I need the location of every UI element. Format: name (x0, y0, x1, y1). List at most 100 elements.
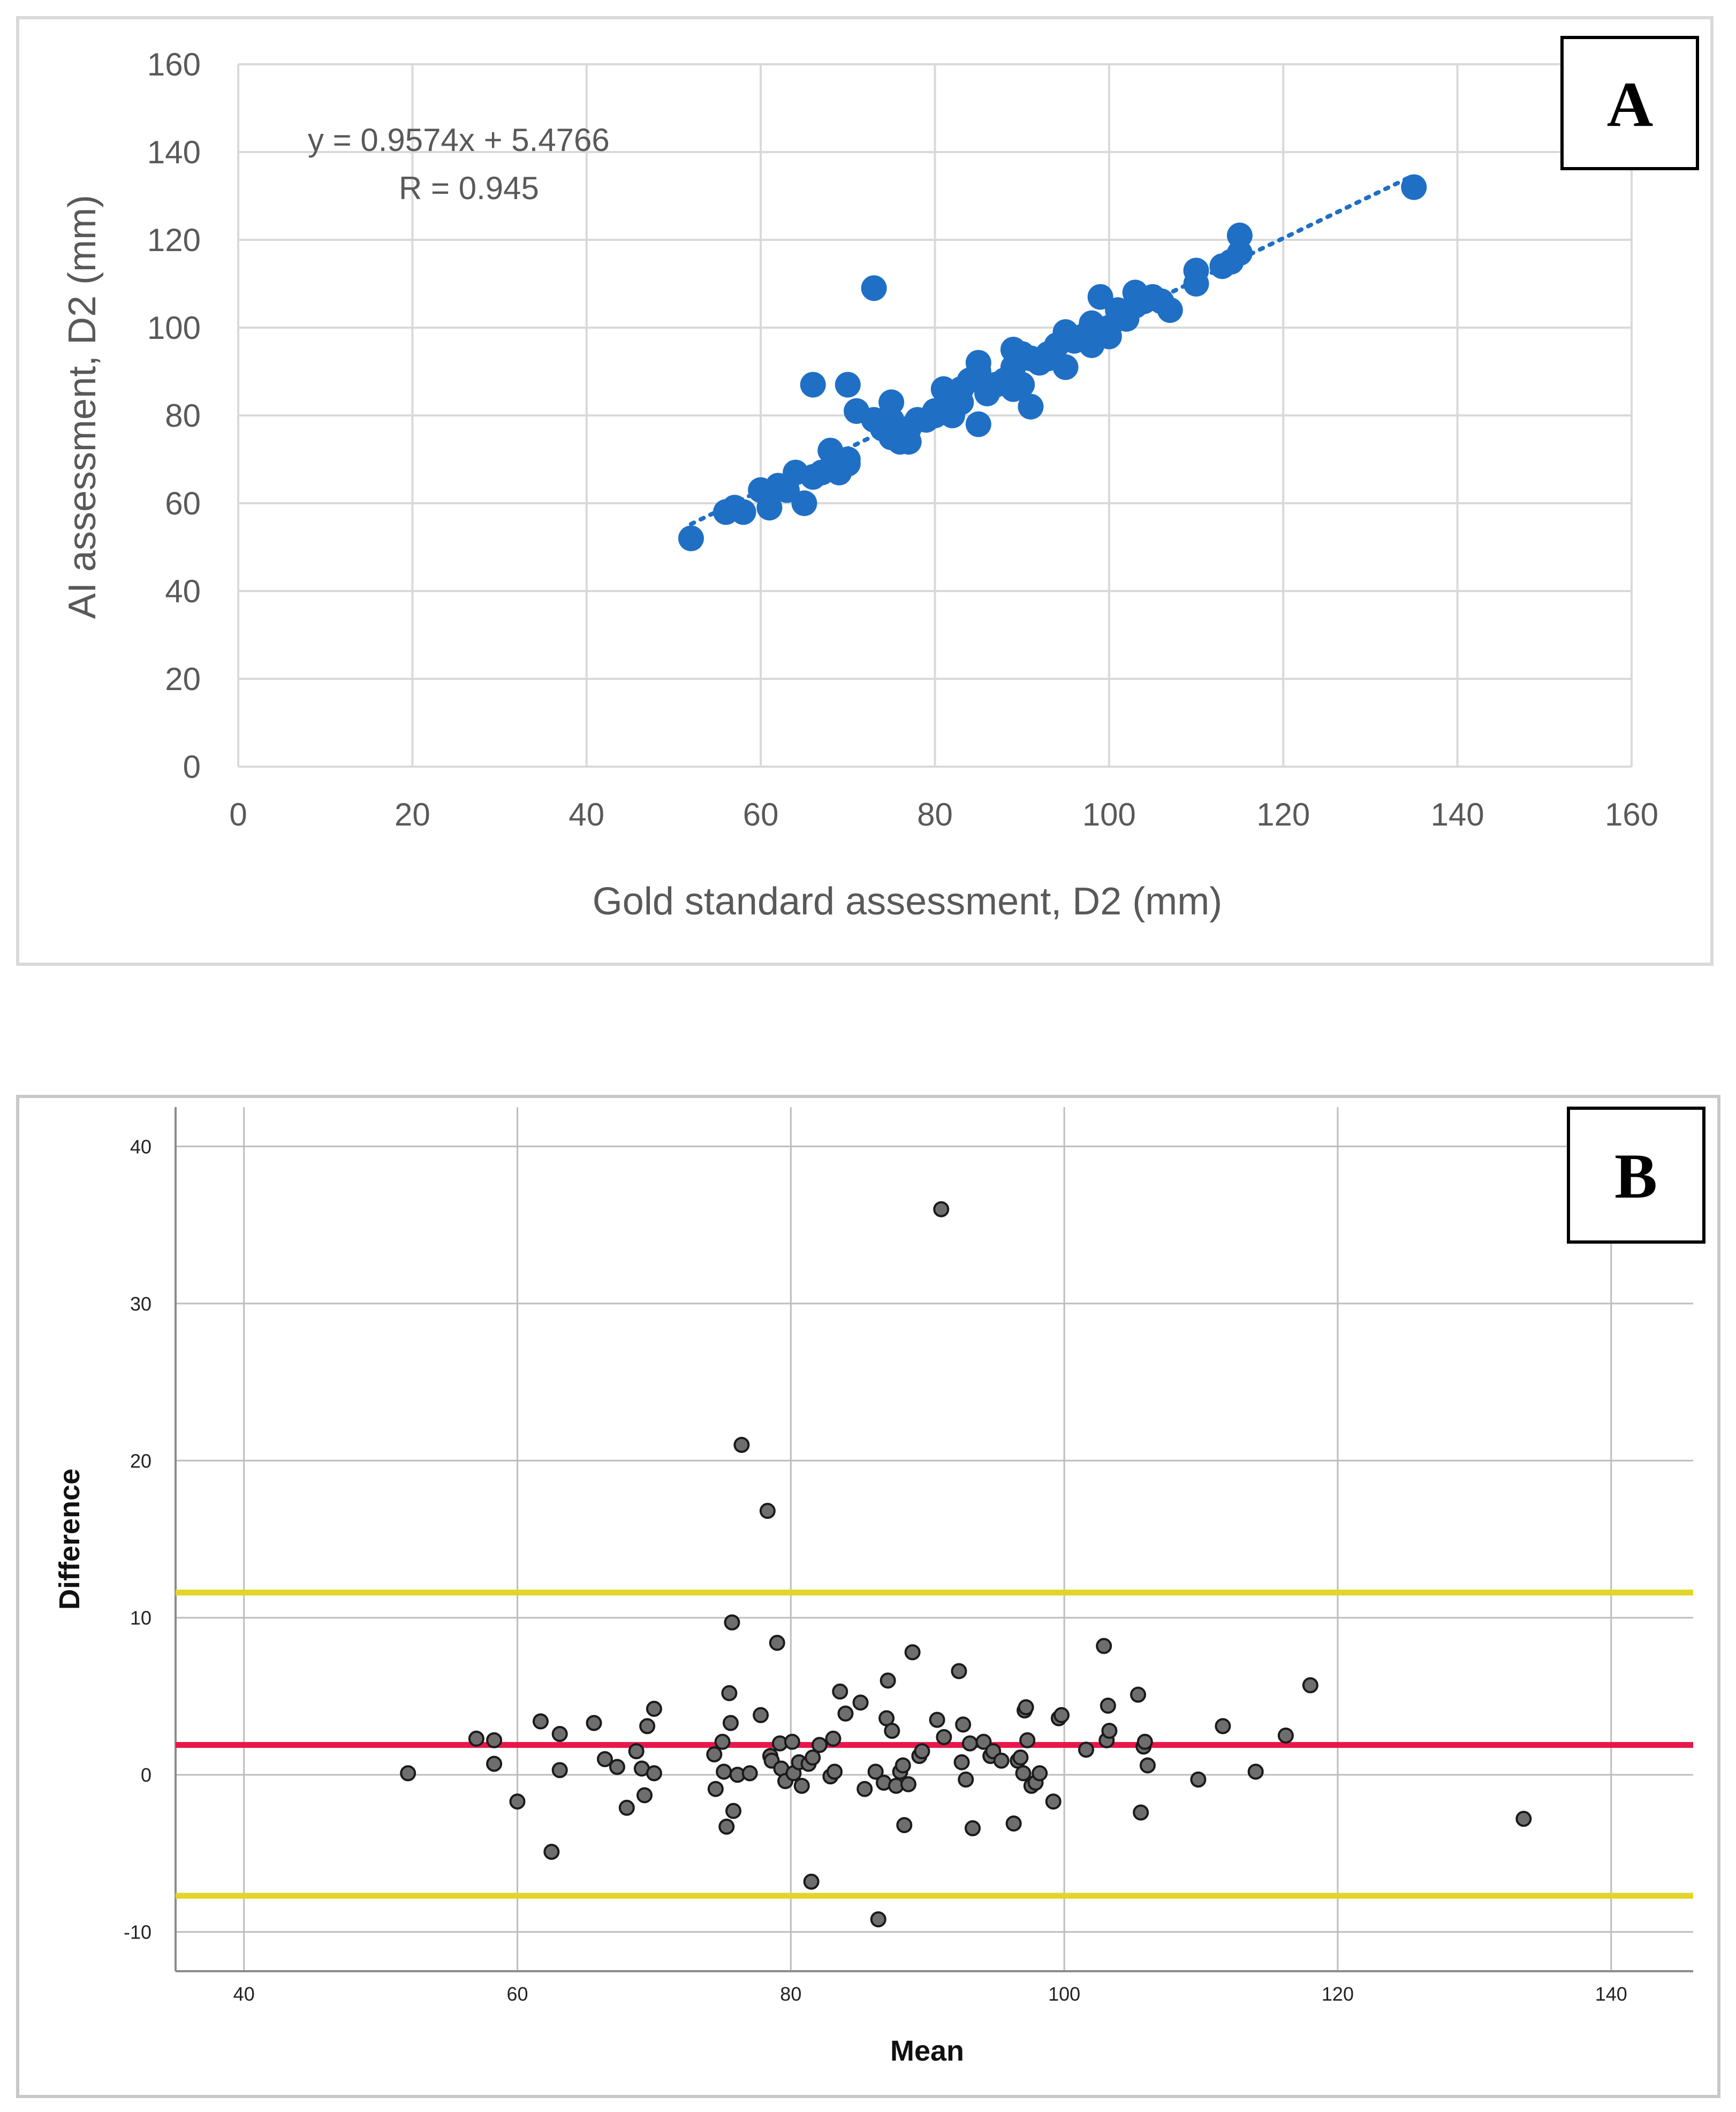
panel-a-data-point (1009, 372, 1035, 398)
panel-b-data-point (961, 1735, 978, 1752)
panel-b-data-point (721, 1685, 738, 1701)
panel-b-data-point (486, 1732, 503, 1748)
panel-b-data-point (628, 1743, 645, 1760)
panel-b-data-point (1100, 1698, 1116, 1714)
panel-a-x-tick-label: 0 (229, 797, 247, 832)
panel-a-data-point (965, 350, 991, 376)
panel-a-data-point (878, 389, 905, 415)
panel-a-data-point (1226, 240, 1253, 266)
panel-b-data-point (724, 1614, 740, 1631)
panel-b-data-point (468, 1730, 484, 1747)
panel-b-data-point (933, 1201, 950, 1217)
panel-b-data-point (1247, 1763, 1264, 1780)
panel-b-data-point (803, 1873, 820, 1890)
regression-equation: y = 0.9574x + 5.4766 (308, 122, 610, 158)
panel-b-data-point (486, 1755, 503, 1772)
panel-b-data-point (955, 1716, 972, 1733)
panel-a-data-point (948, 389, 974, 415)
panel-b-data-point (753, 1707, 769, 1723)
panel-b-data-point (1136, 1733, 1153, 1750)
panel-b-data-point (1012, 1749, 1029, 1766)
panel-b-x-tick-label: 140 (1595, 1983, 1627, 2005)
panel-b-data-point (867, 1763, 884, 1780)
panel-b-y-tick-label: 20 (130, 1450, 151, 1472)
panel-a-x-axis-label: Gold standard assessment, D2 (mm) (593, 880, 1222, 923)
panel-b-letter: B (1614, 1140, 1657, 1212)
panel-a-data-point (1183, 258, 1209, 284)
panel-b-data-point (646, 1700, 662, 1717)
panel-b-data-point (1096, 1638, 1112, 1654)
panel-b-data-point (929, 1712, 945, 1728)
panel-a-data-point (791, 490, 817, 516)
panel-b-data-point (509, 1793, 526, 1810)
panel-a-y-tick-label: 160 (147, 47, 201, 82)
panel-a-x-tick-label: 40 (568, 797, 604, 832)
correlation-label: R = 0.945 (399, 170, 539, 206)
panel-b-data-point (1515, 1811, 1532, 1827)
panel-a-data-point (1087, 284, 1113, 310)
panel-b-data-point (596, 1751, 613, 1767)
panel-b-data-point (1277, 1727, 1294, 1744)
panel-b-x-tick-label: 60 (506, 1983, 528, 2005)
panel-a-data-point (1157, 297, 1183, 323)
panel-b-data-point (706, 1746, 723, 1763)
panel-a-x-tick-label: 140 (1431, 797, 1484, 832)
panel-b-data-point (793, 1777, 810, 1794)
panel-a-y-tick-label: 80 (165, 398, 201, 434)
panel-b-letter-box (1567, 1107, 1705, 1244)
panel-b-gridlines (175, 1107, 1693, 1972)
panel-b-data-point (551, 1762, 568, 1778)
panel-b-data-point (900, 1776, 916, 1792)
panel-b-data-point (832, 1683, 848, 1700)
panel-a-data-point (756, 495, 783, 521)
panel-b-data-point (1101, 1723, 1118, 1739)
panel-a-x-tick-label: 60 (743, 797, 779, 832)
panel-b-data-point (725, 1803, 742, 1819)
panel-b-data-point (733, 1436, 750, 1453)
panel-b-data-point (953, 1754, 970, 1770)
panel-b-data-point (856, 1781, 873, 1797)
panel-b-data-point (827, 1763, 843, 1780)
panel-b-data-point (894, 1757, 911, 1774)
panel-b-x-tick-label: 120 (1322, 1983, 1354, 2005)
panel-a-data-point (1018, 393, 1044, 420)
panel-b-data-point (1015, 1765, 1032, 1782)
panel-a-y-tick-label: 60 (165, 486, 201, 521)
panel-b-y-tick-label: -10 (124, 1921, 151, 1943)
panel-b-y-tick-label: 40 (130, 1136, 151, 1157)
panel-a-points (678, 174, 1427, 551)
panel-b-data-point (636, 1787, 653, 1804)
panel-b-data-point (722, 1715, 739, 1731)
panel-b-data-point (904, 1644, 921, 1661)
panel-a-chart: 0 20 40 60 80 100 120 140 160 0 20 40 60 80 100 120 140 1… (61, 36, 1699, 923)
panel-a-y-tick-label: 120 (147, 222, 201, 258)
panel-b-data-point (1018, 1699, 1034, 1715)
panel-a-x-tick-label: 20 (395, 797, 430, 832)
panel-b-data-point (1019, 1732, 1036, 1748)
panel-b-data-point (1190, 1771, 1207, 1788)
panel-b-data-point (852, 1694, 869, 1711)
panel-a-gridlines (237, 63, 1633, 768)
panel-b-y-tick-label: 10 (130, 1607, 151, 1629)
panel-a-data-point (1226, 222, 1253, 248)
panel-b-data-point (884, 1723, 900, 1739)
panel-a-tick-labels: 0 20 40 60 80 100 120 140 160 0 20 40 60 80 100 120 140 1… (147, 47, 1658, 832)
panel-b-reference-lines (176, 1589, 1693, 1899)
panel-a-x-tick-label: 160 (1605, 797, 1658, 832)
panel-b-points (400, 1201, 1532, 1928)
panel-b-data-point (936, 1729, 952, 1745)
panel-b-data-point (1130, 1686, 1147, 1703)
panel-a-data-point (678, 525, 704, 551)
panel-a-x-tick-label: 120 (1256, 797, 1310, 832)
panel-b-data-point (784, 1733, 800, 1750)
panel-a-x-tick-label: 80 (917, 797, 953, 832)
panel-a-y-axis-label: AI assessment, D2 (mm) (61, 195, 104, 619)
panel-b-data-point (870, 1911, 886, 1928)
panel-a-frame (16, 16, 1714, 966)
panel-a-data-point (896, 429, 922, 455)
panel-a-data-point (835, 446, 861, 472)
panel-b-data-point (993, 1752, 1010, 1769)
panel-b-data-point (400, 1765, 416, 1782)
panel-b-data-point (1032, 1765, 1048, 1782)
panel-b-data-point (532, 1713, 549, 1730)
